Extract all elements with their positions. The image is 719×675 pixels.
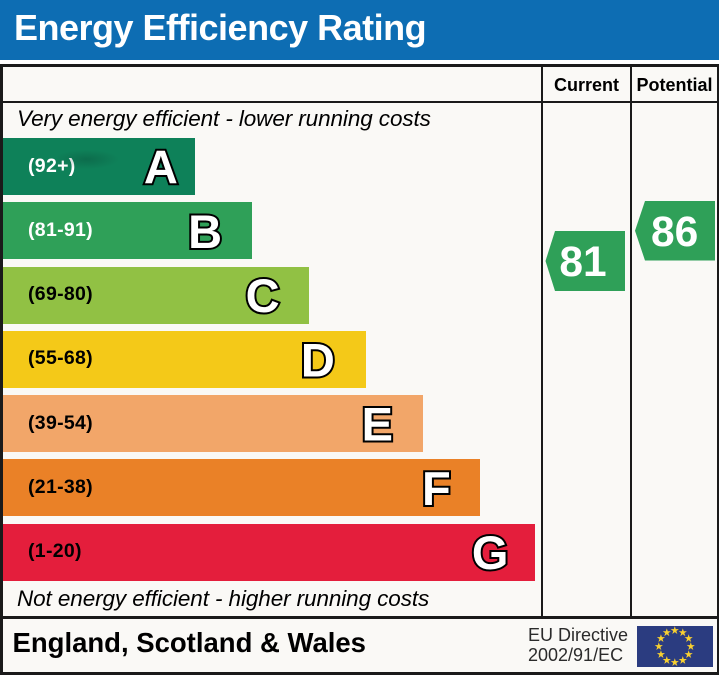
svg-text:C: C — [246, 269, 280, 322]
svg-text:A: A — [144, 141, 178, 194]
svg-text:G: G — [472, 526, 509, 579]
svg-text:81: 81 — [559, 239, 606, 286]
svg-text:86: 86 — [651, 209, 698, 256]
svg-text:E: E — [362, 398, 393, 451]
svg-text:F: F — [422, 462, 451, 515]
svg-text:B: B — [188, 205, 222, 258]
svg-text:D: D — [301, 333, 335, 386]
